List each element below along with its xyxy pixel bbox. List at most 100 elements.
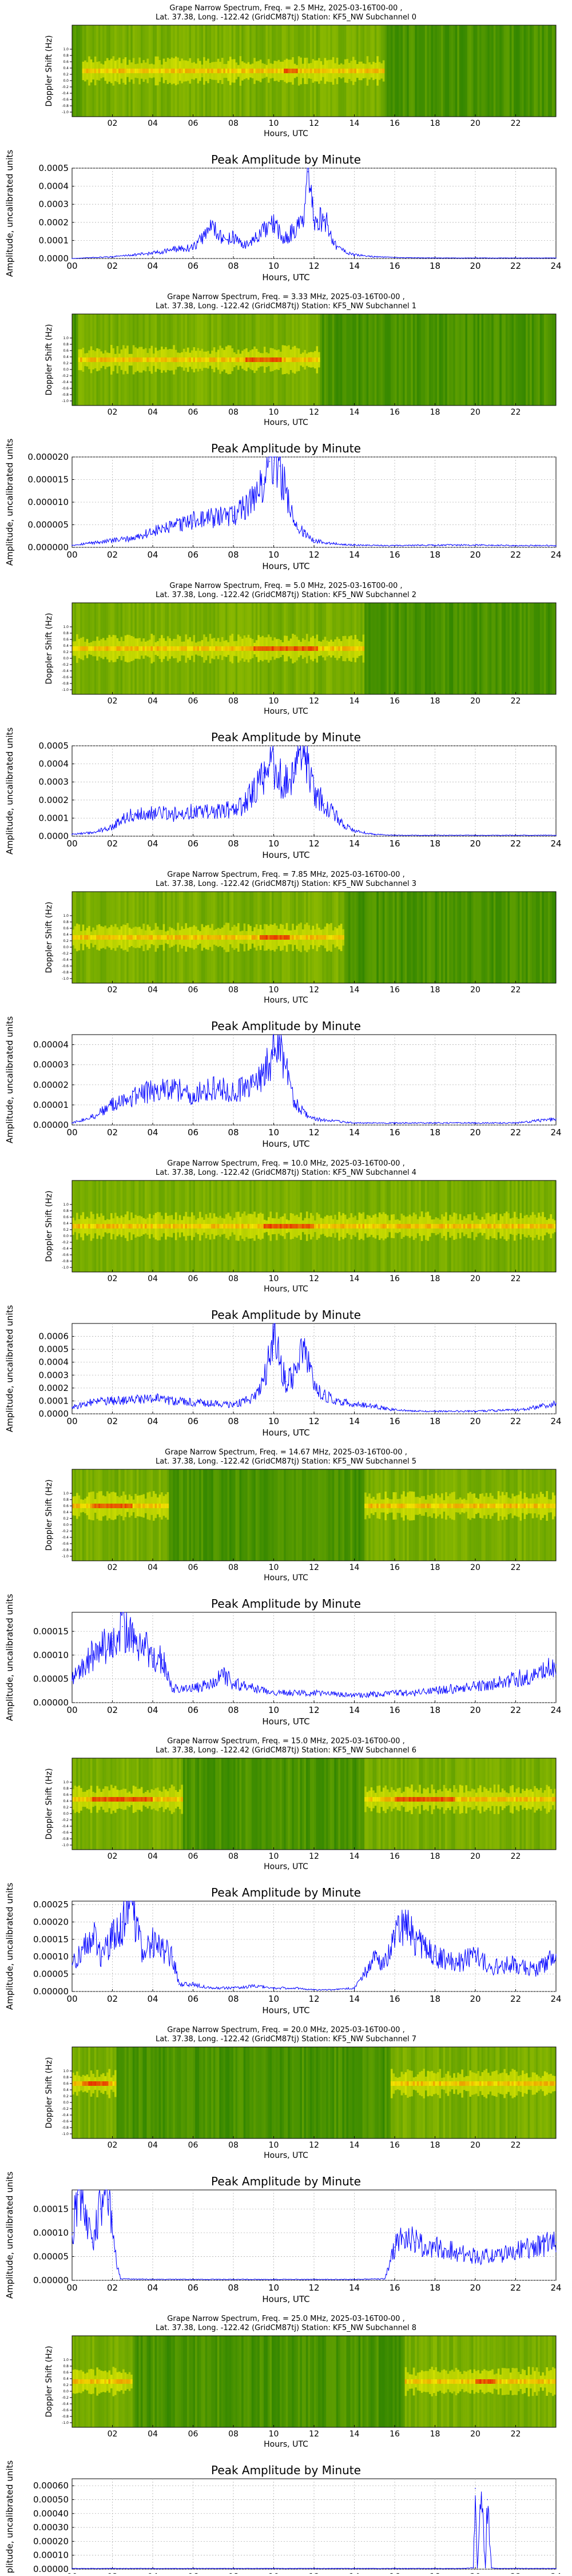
spectrum-carrier (96, 1504, 98, 1508)
spectrum-carrier (167, 1504, 169, 1508)
spectrum-column (502, 892, 504, 983)
spectrum-carrier (507, 1224, 510, 1229)
spectrum-carrier (486, 1797, 488, 1802)
spectrum-subtitle: Lat. 37.38, Long. -122.42 (GridCM87tj) S… (156, 1457, 416, 1466)
amplitude-xtick-label: 10 (268, 1705, 279, 1715)
spectrum-carrier (478, 1224, 480, 1229)
amplitude-data-point (344, 251, 345, 252)
spectrum-column (465, 314, 467, 406)
spectrum-column (490, 25, 492, 117)
spectrum-carrier (363, 69, 365, 73)
spectrum-column (355, 892, 357, 983)
spectrum-column (133, 2047, 135, 2138)
amplitude-data-point (304, 1342, 305, 1343)
spectrum-carrier (265, 1224, 268, 1229)
spectrum-column (356, 892, 359, 983)
amplitude-data-point (172, 1956, 173, 1957)
spectrum-xtick-label: 18 (430, 119, 440, 128)
spectrum-xtick-label: 20 (470, 985, 480, 995)
spectrum-carrier (82, 1504, 85, 1508)
amplitude-xtick-label: 04 (147, 550, 158, 560)
spectrum-carrier (530, 1224, 532, 1229)
spectrum-carrier (483, 1797, 486, 1802)
spectrum-carrier (503, 1797, 506, 1802)
amplitude-ytick-label: 0.00005 (33, 1969, 69, 1979)
spectrum-carrier (248, 357, 250, 362)
spectrogram-panel-7: Grape Narrow Spectrum, Freq. = 20.0 MHz,… (45, 2026, 556, 2160)
spectrum-carrier (330, 69, 332, 73)
amplitude-xlabel: Hours, UTC (262, 2005, 309, 2016)
spectrum-carrier (441, 1504, 443, 1508)
spectrum-column (171, 2047, 173, 2138)
spectrum-carrier (332, 646, 335, 651)
spectrum-carrier (209, 1224, 212, 1229)
amplitude-xtick-label: 08 (228, 261, 239, 271)
spectrum-column (443, 603, 446, 694)
spectrum-column (249, 2047, 252, 2138)
amplitude-data-point (475, 1123, 476, 1124)
spectrum-column (548, 892, 550, 983)
spectrum-carrier (126, 1504, 129, 1508)
spectrum-column (482, 603, 484, 694)
spectrum-carrier (415, 1797, 417, 1802)
spectrum-carrier (314, 357, 316, 362)
amplitude-ytick-label: 0.0001 (39, 1396, 69, 1406)
spectrum-carrier (326, 69, 328, 73)
spectrum-column (372, 892, 375, 983)
spectrum-column (203, 1469, 205, 1561)
spectrum-carrier (209, 935, 212, 940)
amplitude-data-point (193, 1688, 194, 1689)
spectrum-carrier (364, 1504, 367, 1508)
spectrum-carrier (150, 1797, 153, 1802)
spectrum-xtick-label: 22 (511, 408, 521, 417)
spectrum-column (371, 1469, 373, 1561)
spectrum-carrier (524, 1224, 526, 1229)
spectrum-column (407, 603, 409, 694)
spectrum-column (439, 25, 442, 117)
spectrum-column (110, 2047, 113, 2138)
spectrum-carrier (231, 935, 233, 940)
spectrum-carrier (457, 1224, 459, 1229)
spectrum-column (342, 314, 344, 406)
spectrum-column (260, 1758, 262, 1850)
spectrogram-panel-4: Grape Narrow Spectrum, Freq. = 10.0 MHz,… (45, 1159, 556, 1294)
amplitude-data-point (354, 1695, 355, 1696)
spectrum-column (322, 2047, 324, 2138)
spectrum-column (142, 2047, 145, 2138)
amplitude-ylabel: Amplitude, uncalibrated units (5, 150, 15, 277)
spectrum-column (530, 314, 532, 406)
spectrum-carrier (550, 1224, 552, 1229)
spectrum-column (359, 314, 361, 406)
spectrum-carrier (405, 1504, 407, 1508)
spectrum-xtick-label: 20 (470, 1563, 480, 1572)
spectrum-carrier (391, 1797, 393, 1802)
spectrum-column (387, 25, 389, 117)
spectrum-column (483, 892, 486, 983)
amplitude-data-point (233, 1091, 234, 1092)
spectrum-carrier (125, 646, 127, 651)
spectrum-carrier (306, 357, 308, 362)
spectrum-carrier (328, 69, 331, 73)
spectrum-xtick-label: 16 (390, 985, 400, 995)
doppler-tick-label: -1.0 (62, 1843, 69, 1847)
amplitude-data-point (72, 1407, 73, 1408)
spectrum-carrier (397, 1797, 399, 1802)
amplitude-xtick-label: 12 (308, 1416, 319, 1426)
spectrum-column (542, 314, 544, 406)
spectrum-carrier (94, 935, 97, 940)
spectrum-column (491, 603, 494, 694)
spectrum-carrier (175, 1224, 177, 1229)
amplitude-data-point (285, 492, 287, 494)
spectrum-column (233, 1469, 236, 1561)
spectrum-column (486, 314, 488, 406)
spectrum-carrier (74, 1504, 77, 1508)
spectrum-carrier (282, 935, 284, 940)
spectrum-carrier (268, 357, 270, 362)
spectrum-carrier (90, 1797, 93, 1802)
spectrum-carrier (146, 69, 149, 73)
spectrum-column (395, 603, 397, 694)
spectrum-column (328, 1758, 331, 1850)
spectrum-column (487, 314, 490, 406)
spectrum-column (380, 314, 383, 406)
spectrum-carrier (100, 2081, 102, 2086)
